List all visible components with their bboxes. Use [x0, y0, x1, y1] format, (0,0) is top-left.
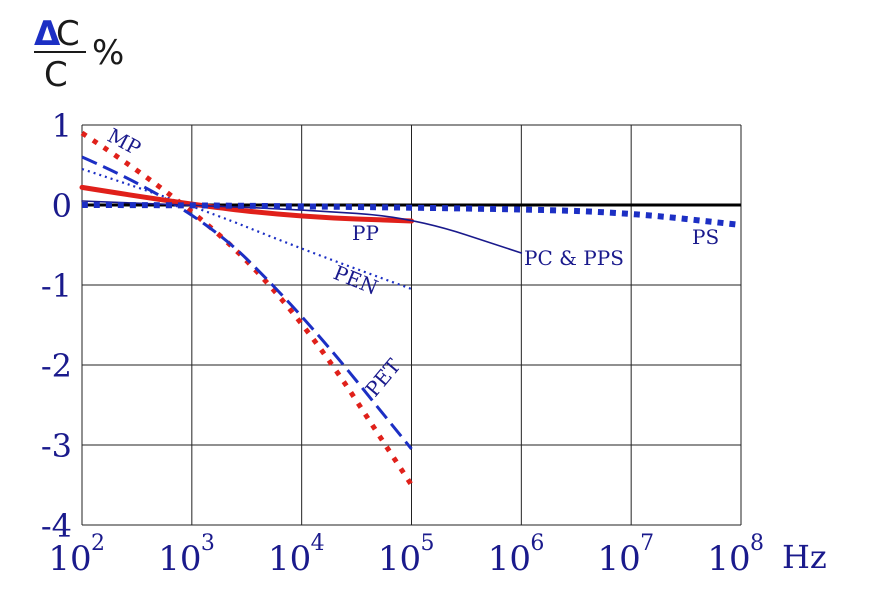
- series-line-pp: [79, 184, 414, 224]
- x-tick-exponent-3: 5: [421, 531, 435, 556]
- series-line-ps: [81, 202, 742, 228]
- x-tick-exponent-4: 6: [530, 531, 544, 556]
- y-tick-label-5: -4: [41, 507, 72, 545]
- series-line-pet: [81, 155, 413, 450]
- x-tick-label-2: 10: [268, 539, 311, 579]
- x-tick-label-4: 10: [488, 539, 531, 579]
- x-tick-exponent-2: 4: [311, 531, 325, 556]
- y-tick-label-0: 1: [52, 107, 72, 145]
- series-label-mp: MP: [104, 123, 145, 160]
- series-group: [79, 130, 742, 487]
- x-tick-exponent-1: 3: [201, 531, 215, 556]
- y-tick-label-2: -1: [41, 267, 72, 305]
- y-tick-label-4: -3: [41, 427, 72, 465]
- series-line-mp: [80, 130, 414, 487]
- y-tick-label-1: 0: [52, 187, 72, 225]
- y-tick-label-3: -2: [41, 347, 72, 385]
- y-axis-label-delta: Δ: [34, 14, 61, 54]
- x-tick-labels: 10 2 10 3 10 4 10 5 10 6 10 7 10 8: [48, 531, 764, 579]
- x-tick-label-6: 10: [707, 539, 750, 579]
- y-axis-label-denominator: C: [44, 55, 68, 95]
- series-label-pc-pps: PC & PPS: [524, 246, 624, 270]
- y-axis-label: Δ C C %: [34, 14, 124, 95]
- y-axis-label-numerator: C: [56, 14, 80, 54]
- x-tick-label-1: 10: [158, 539, 201, 579]
- x-tick-label-5: 10: [598, 539, 641, 579]
- series-line-pen: [81, 167, 412, 291]
- x-tick-label-3: 10: [378, 539, 421, 579]
- y-axis-label-unit: %: [92, 33, 124, 73]
- x-tick-exponent-5: 7: [640, 531, 654, 556]
- x-tick-exponent-6: 8: [750, 531, 764, 556]
- series-label-ps: PS: [692, 225, 719, 249]
- series-label-pen: PEN: [330, 260, 381, 299]
- x-axis-unit: Hz: [782, 538, 827, 576]
- y-tick-labels: 1 0 -1 -2 -3 -4: [41, 107, 72, 545]
- series-label-pp: PP: [352, 221, 379, 245]
- x-tick-exponent-0: 2: [91, 531, 105, 556]
- x-tick-label-0: 10: [48, 539, 91, 579]
- grid: [81, 124, 742, 526]
